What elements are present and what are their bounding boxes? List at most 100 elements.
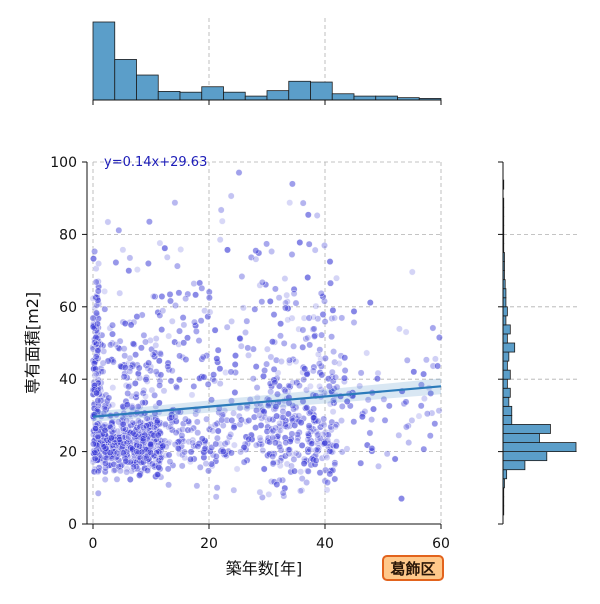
scatter-point <box>383 450 391 458</box>
scatter-point <box>290 467 298 475</box>
scatter-point <box>265 490 273 498</box>
x-hist-bar <box>266 90 290 101</box>
scatter-point <box>129 445 136 453</box>
scatter-point <box>127 321 135 329</box>
y-hist-bar <box>502 387 511 398</box>
scatter-point <box>165 451 173 459</box>
scatter-point <box>313 446 321 453</box>
scatter-point <box>238 273 246 280</box>
scatter-point <box>292 358 300 365</box>
scatter-point <box>91 449 99 456</box>
scatter-point <box>135 364 143 372</box>
x-hist-bar <box>157 91 181 101</box>
scatter-point <box>245 435 253 443</box>
scatter-point <box>152 456 160 463</box>
scatter-point <box>216 365 224 373</box>
scatter-point <box>156 239 164 247</box>
scatter-point <box>120 373 128 380</box>
scatter-point <box>176 352 184 360</box>
scatter-point <box>240 458 248 466</box>
scatter-point <box>318 371 326 379</box>
scatter-point <box>288 430 296 438</box>
scatter-point <box>327 279 334 287</box>
scatter-point <box>213 355 221 363</box>
scatter-point <box>233 465 241 473</box>
scatter-point <box>136 471 143 479</box>
scatter-point <box>329 408 337 416</box>
scatter-point <box>187 455 195 463</box>
scatter-point <box>132 351 140 359</box>
scatter-point <box>145 218 153 226</box>
scatter-point <box>184 290 192 298</box>
x-hist-bar <box>375 95 398 101</box>
scatter-point <box>175 289 183 297</box>
scatter-point <box>230 486 238 494</box>
scatter-point <box>237 342 245 350</box>
scatter-point <box>151 391 159 399</box>
scatter-point <box>291 421 299 429</box>
scatter-point <box>93 309 100 317</box>
scatter-point <box>256 281 264 289</box>
scatter-point <box>313 212 321 219</box>
scatter-point <box>279 489 287 497</box>
scatter-point <box>270 376 278 384</box>
scatter-point <box>284 316 292 324</box>
scatter-point <box>269 427 277 435</box>
scatter-point <box>269 338 276 346</box>
scatter-point <box>298 441 306 449</box>
scatter-point <box>324 431 332 439</box>
scatter-point <box>109 330 116 338</box>
scatter-point <box>212 493 220 501</box>
scatter-point <box>275 382 283 390</box>
scatter-point <box>168 414 175 421</box>
scatter-point <box>262 281 270 288</box>
scatter-point <box>260 465 268 473</box>
scatter-point <box>138 448 146 456</box>
scatter-point <box>331 423 339 431</box>
scatter-point <box>236 334 244 342</box>
scatter-point <box>212 440 220 448</box>
scatter-point <box>108 418 116 426</box>
scatter-point <box>163 253 171 261</box>
scatter-point <box>260 408 268 415</box>
scatter-point <box>252 255 260 263</box>
scatter-point <box>166 423 174 430</box>
scatter-point <box>285 446 292 454</box>
scatter-point <box>273 412 280 420</box>
scatter-point <box>309 456 317 464</box>
scatter-point <box>323 454 331 461</box>
scatter-point <box>274 390 281 398</box>
district-badge: 葛飾区 <box>382 555 444 581</box>
scatter-point <box>154 431 162 439</box>
scatter-point <box>94 278 102 285</box>
scatter-point <box>100 347 108 355</box>
scatter-point <box>273 481 281 488</box>
scatter-point <box>161 420 169 428</box>
scatter-point <box>203 415 211 423</box>
regression-line <box>92 385 442 418</box>
scatter-point <box>277 446 285 454</box>
scatter-point <box>101 476 109 483</box>
scatter-point <box>327 448 335 456</box>
scatter-point <box>150 423 158 431</box>
scatter-point <box>106 423 114 431</box>
scatter-point <box>380 395 388 403</box>
scatter-point <box>292 403 300 411</box>
x-hist-bar <box>244 95 268 101</box>
y-axis-label: 専有面積[m2] <box>23 292 42 394</box>
scatter-point <box>350 319 358 326</box>
y-hist-bar <box>502 378 508 389</box>
scatter-point <box>92 365 99 373</box>
scatter-point <box>140 424 147 432</box>
scatter-point <box>218 217 226 225</box>
scatter-point <box>187 448 195 456</box>
scatter-point <box>310 363 318 371</box>
scatter-point <box>153 417 161 425</box>
scatter-point <box>232 352 239 359</box>
scatter-point <box>295 325 303 333</box>
scatter-point <box>93 340 101 348</box>
scatter-point <box>108 434 115 442</box>
scatter-point <box>213 484 221 492</box>
scatter-point <box>286 446 293 453</box>
